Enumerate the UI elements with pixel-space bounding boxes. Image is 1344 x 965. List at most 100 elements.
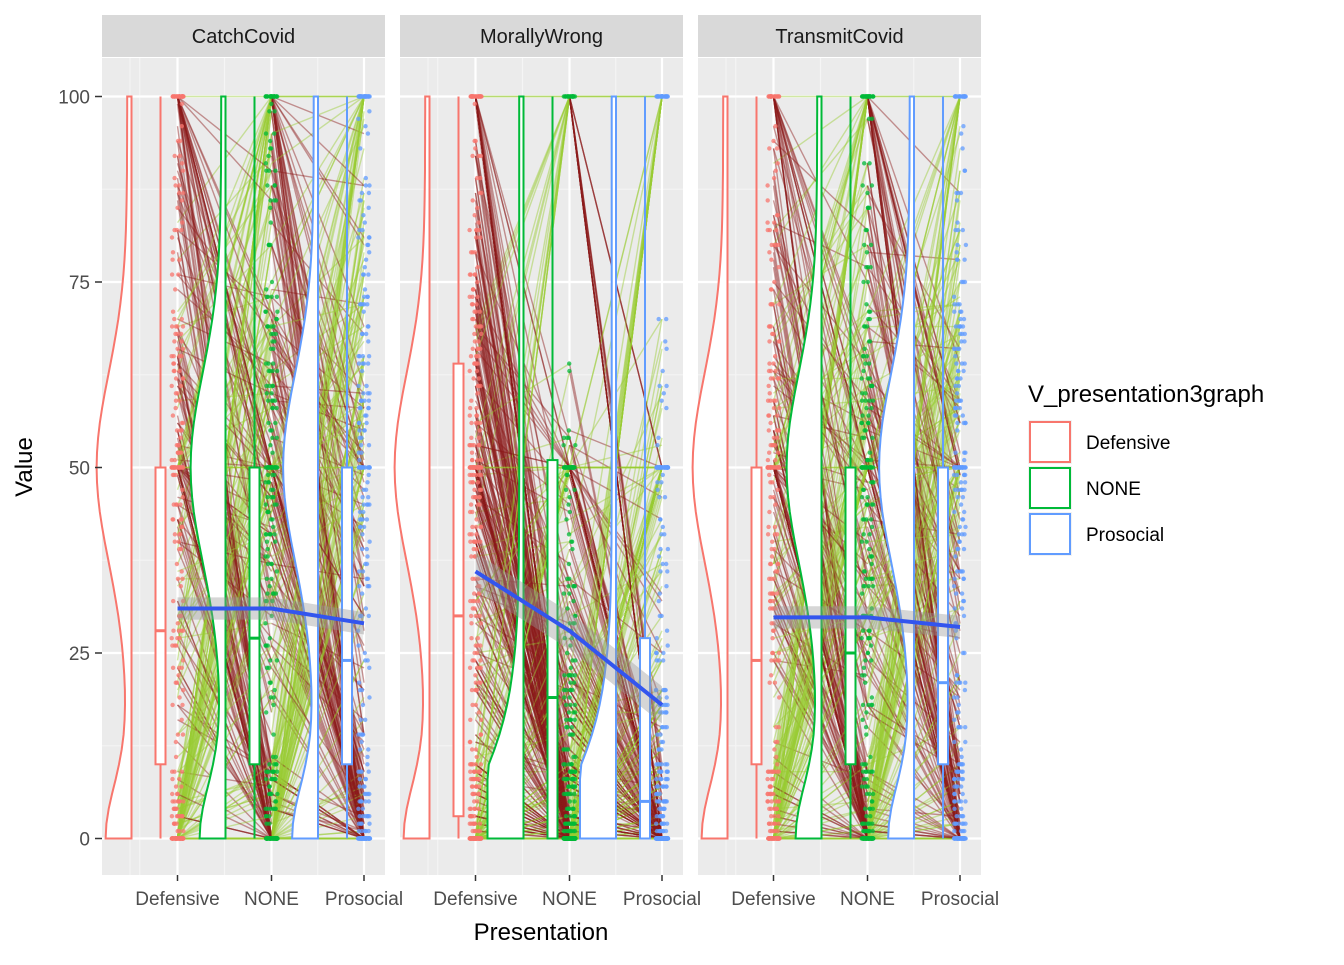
data-point	[862, 161, 866, 165]
data-point	[478, 324, 482, 328]
data-point	[175, 836, 179, 840]
data-point	[266, 547, 270, 551]
data-point	[766, 413, 770, 417]
data-point	[860, 540, 864, 544]
data-point	[479, 718, 483, 722]
data-point	[363, 413, 367, 417]
data-point	[474, 324, 478, 328]
data-point	[268, 94, 272, 98]
data-point	[473, 272, 477, 276]
data-point	[870, 703, 874, 707]
data-point	[358, 525, 362, 529]
data-point	[767, 428, 771, 432]
data-point	[866, 636, 870, 640]
data-point	[571, 777, 575, 781]
data-point	[479, 458, 483, 462]
data-point	[470, 814, 474, 818]
data-point	[658, 814, 662, 818]
data-point	[267, 784, 271, 788]
data-point	[664, 406, 668, 410]
data-point	[861, 369, 865, 373]
data-point	[870, 554, 874, 558]
data-point	[170, 272, 174, 276]
data-point	[573, 814, 577, 818]
data-point	[474, 473, 478, 477]
data-point	[180, 317, 184, 321]
data-point	[661, 651, 665, 655]
data-point	[871, 399, 875, 403]
data-point	[766, 525, 770, 529]
data-point	[655, 732, 659, 736]
data-point	[866, 421, 870, 425]
data-point	[770, 554, 774, 558]
data-point	[469, 614, 473, 618]
data-point	[361, 807, 365, 811]
data-point	[860, 421, 864, 425]
data-point	[478, 310, 482, 314]
data-point	[269, 488, 273, 492]
data-point	[571, 807, 575, 811]
data-point	[170, 235, 174, 239]
data-point	[771, 361, 775, 365]
data-point	[358, 747, 362, 751]
data-point	[862, 532, 866, 536]
data-point	[176, 732, 180, 736]
data-point	[268, 206, 272, 210]
data-point	[366, 94, 370, 98]
data-point	[468, 740, 472, 744]
data-point	[570, 658, 574, 662]
data-point	[170, 792, 174, 796]
data-point	[356, 235, 360, 239]
data-point	[472, 606, 476, 610]
data-point	[174, 502, 178, 506]
data-point	[665, 770, 669, 774]
data-point	[360, 547, 364, 551]
data-point	[665, 777, 669, 781]
data-point	[367, 695, 371, 699]
data-point	[171, 413, 175, 417]
data-point	[274, 755, 278, 759]
data-point	[174, 406, 178, 410]
data-point	[862, 94, 866, 98]
data-point	[473, 673, 477, 677]
data-point	[362, 310, 366, 314]
data-point	[773, 399, 777, 403]
data-point	[479, 732, 483, 736]
data-point	[468, 406, 472, 410]
data-point	[774, 228, 778, 232]
data-point	[470, 703, 474, 707]
data-point	[870, 384, 874, 388]
data-point	[566, 502, 570, 506]
data-point	[867, 547, 871, 551]
data-point	[269, 332, 273, 336]
data-point	[563, 94, 567, 98]
data-point	[274, 94, 278, 98]
data-point	[179, 784, 183, 788]
data-point	[273, 465, 277, 469]
data-point	[174, 807, 178, 811]
data-point	[861, 584, 865, 588]
data-point	[776, 562, 780, 566]
data-point	[658, 591, 662, 595]
data-point	[662, 784, 666, 788]
data-point	[771, 777, 775, 781]
data-point	[177, 777, 181, 781]
data-point	[469, 354, 473, 358]
data-point	[476, 391, 480, 395]
data-point	[181, 421, 185, 425]
data-point	[478, 614, 482, 618]
data-point	[476, 636, 480, 640]
data-point	[766, 799, 770, 803]
data-point	[561, 443, 565, 447]
data-point	[360, 191, 364, 195]
data-point	[865, 495, 869, 499]
data-point	[565, 777, 569, 781]
data-point	[655, 829, 659, 833]
data-point	[357, 569, 361, 573]
data-point	[270, 428, 274, 432]
data-point	[566, 822, 570, 826]
data-point	[365, 554, 369, 558]
data-point	[266, 399, 270, 403]
data-point	[659, 740, 663, 744]
data-point	[860, 391, 864, 395]
